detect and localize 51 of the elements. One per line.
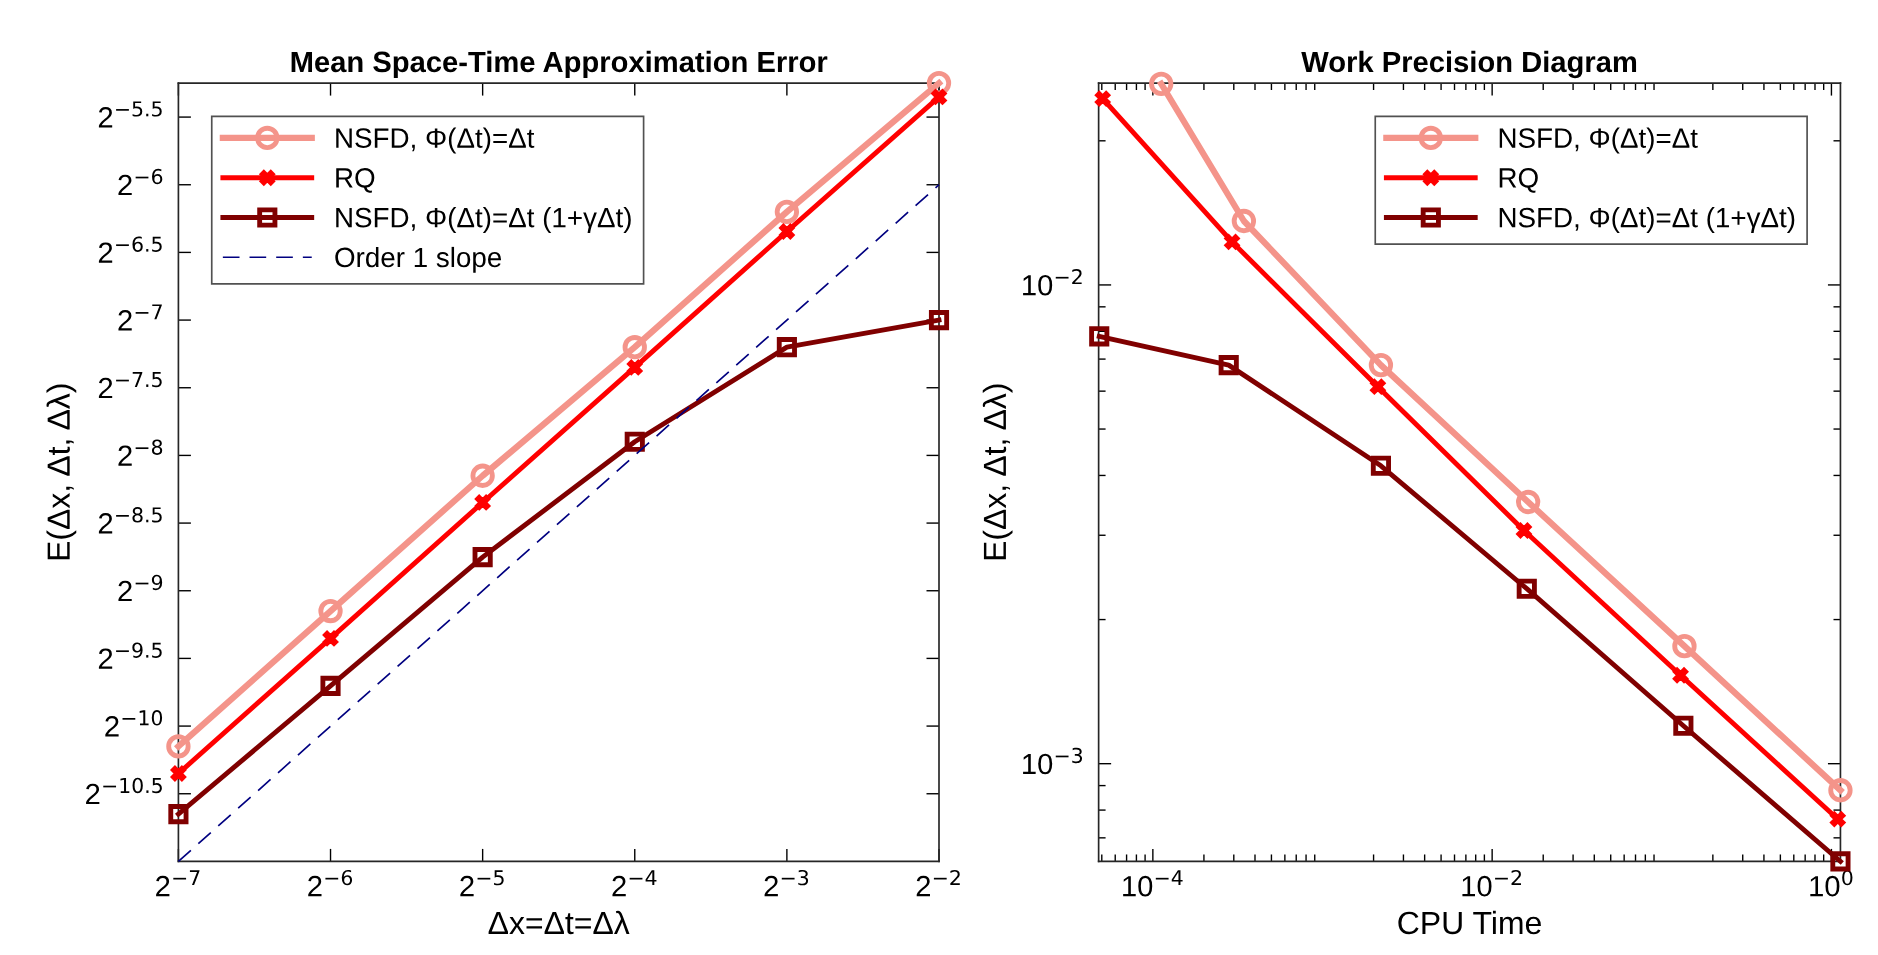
point: [622, 335, 647, 360]
y-tick-label: 2$^{−6.5}$: [98, 236, 162, 263]
x-axis-title: CPU Time: [1398, 910, 1541, 935]
point: [470, 463, 495, 488]
point: [168, 804, 189, 825]
point: [474, 494, 491, 511]
y-tick-label: 2$^{−8.5}$: [98, 507, 162, 534]
y-tick-label: 2$^{−10}$: [105, 710, 163, 737]
x-tick-label: 2$^{−2}$: [916, 869, 960, 897]
point: [320, 675, 341, 696]
y-tick-label: 2$^{−10.5}$: [86, 777, 162, 805]
x-tick-label: 2$^{−6}$: [308, 869, 353, 897]
y-tick-label: 2$^{−9.5}$: [98, 642, 162, 669]
legend-label: RQ: [1499, 168, 1538, 193]
x-tick-label: 2$^{−5}$: [460, 870, 504, 897]
y-tick-label: 2$^{−8}$: [118, 439, 163, 466]
y-tick-label: 2$^{−5.5}$: [98, 101, 162, 128]
legend-label: NSFD, Φ(Δt)=Δt (1+γΔt): [336, 207, 631, 233]
y-tick-label: 2$^{−6}$: [118, 168, 163, 196]
point: [774, 199, 800, 224]
point: [778, 223, 795, 240]
point: [928, 310, 950, 331]
chart-title: Mean Space-Time Approximation Error: [291, 50, 828, 79]
point: [626, 359, 643, 376]
legend-label: NSFD, Φ(Δt)=Δt: [1499, 127, 1698, 154]
legend-label: Order 1 slope: [335, 246, 502, 273]
y-axis-title: E(Δx, Δt, Δλ): [46, 384, 77, 560]
chart-title: Work Precision Diagram: [1301, 50, 1637, 79]
point: [624, 431, 645, 452]
x-tick-label: 2$^{−7}$: [156, 870, 200, 897]
point: [166, 734, 191, 759]
x-tick-label: 2$^{−4}$: [612, 870, 657, 897]
y-tick-label: 10$^{−3}$: [1023, 747, 1083, 775]
point: [472, 547, 493, 568]
point: [931, 88, 947, 105]
legend-label: NSFD, Φ(Δt)=Δt (1+γΔt): [1499, 207, 1795, 233]
point: [926, 70, 952, 96]
y-tick-label: 2$^{−7}$: [118, 304, 162, 331]
point: [322, 630, 339, 647]
point: [776, 337, 797, 358]
point: [170, 765, 187, 782]
y-tick-label: 2$^{−9}$: [118, 574, 163, 602]
x-tick-label: 10$^{−4}$: [1123, 870, 1183, 897]
x-tick-label: 10$^{−2}$: [1462, 869, 1521, 897]
x-tick-label: 2$^{−3}$: [764, 869, 809, 897]
point: [318, 598, 343, 624]
y-tick-label: 2$^{−7.5}$: [98, 372, 162, 399]
legend-label: RQ: [336, 168, 375, 193]
legend-label: NSFD, Φ(Δt)=Δt: [336, 127, 535, 154]
y-axis-title: E(Δx, Δt, Δλ): [982, 384, 1013, 560]
x-axis-title: Δx=Δt=Δλ: [488, 910, 630, 935]
